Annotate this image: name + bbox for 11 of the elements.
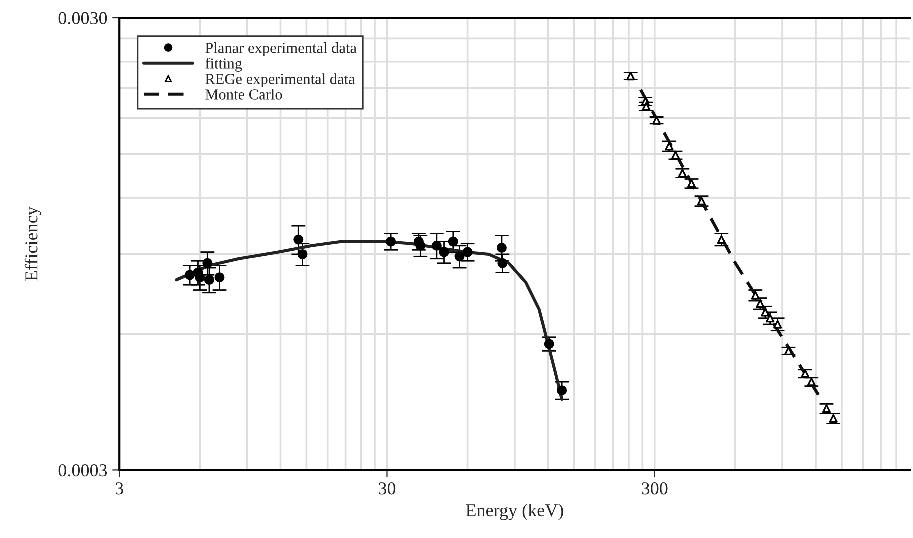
legend-label: Planar experimental data [206,42,357,56]
x-tick-label: 300 [642,482,668,495]
x-tick-label: 3 [116,482,124,495]
x-tick-label: 30 [379,482,396,495]
y-tick-label: 0.0030 [58,12,108,25]
legend-label: REGe experimental data [206,74,356,88]
x-axis-title: Energy (keV) [466,504,564,520]
legend-label: fitting [206,58,242,72]
legend-label: Monte Carlo [206,89,282,100]
y-axis-title: Efficiency [24,206,42,282]
y-tick-label: 0.0003 [58,464,108,477]
